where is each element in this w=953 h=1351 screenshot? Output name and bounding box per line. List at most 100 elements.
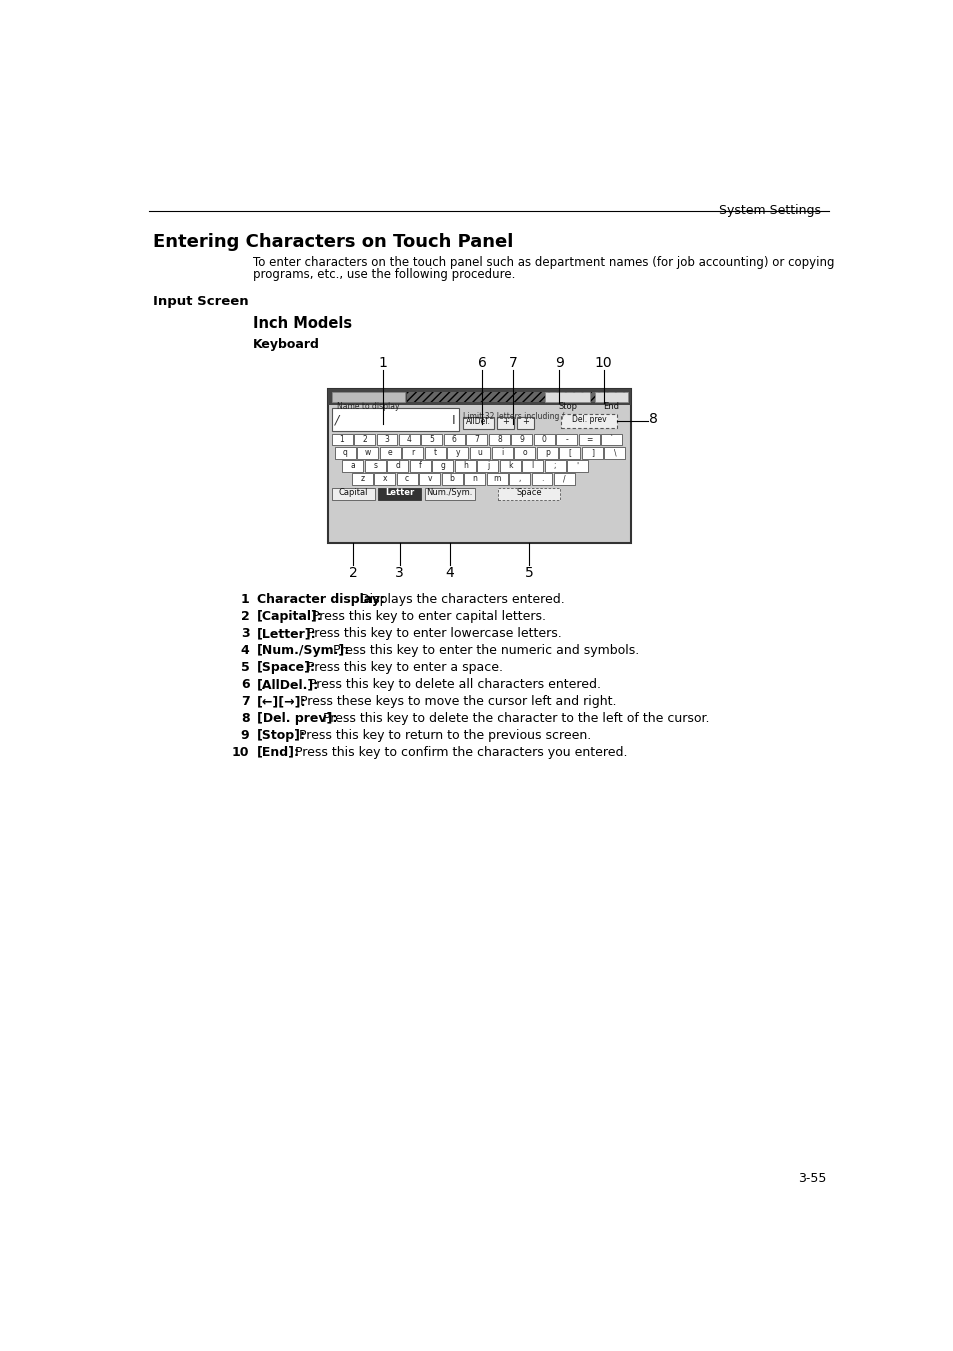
Bar — [463, 417, 494, 430]
Text: Name to display: Name to display — [336, 401, 399, 411]
Bar — [466, 434, 487, 446]
Text: 5: 5 — [429, 435, 434, 444]
Text: \: \ — [613, 449, 616, 457]
Text: [Space]:: [Space]: — [257, 661, 315, 674]
Text: c: c — [405, 474, 409, 484]
Text: Displays the characters entered.: Displays the characters entered. — [356, 593, 564, 607]
Bar — [406, 392, 627, 403]
Bar — [514, 447, 535, 458]
Text: Press this key to enter capital letters.: Press this key to enter capital letters. — [308, 611, 546, 623]
Text: Letter: Letter — [385, 488, 414, 497]
Bar — [534, 434, 555, 446]
Text: o: o — [522, 449, 527, 457]
Text: w: w — [364, 449, 371, 457]
Text: b: b — [449, 474, 454, 484]
Bar — [398, 434, 419, 446]
Text: ;: ; — [554, 462, 556, 470]
Text: `: ` — [609, 435, 613, 444]
Text: ,: , — [517, 474, 520, 484]
Text: Num./Sym.: Num./Sym. — [426, 488, 473, 497]
Text: programs, etc., use the following procedure.: programs, etc., use the following proced… — [253, 269, 516, 281]
Text: Limit:32 letters including /: Limit:32 letters including / — [463, 412, 564, 422]
Text: [←][→]:: [←][→]: — [257, 694, 306, 708]
Bar — [509, 473, 530, 485]
Text: 9: 9 — [518, 435, 524, 444]
Text: 1: 1 — [378, 357, 387, 370]
Bar — [600, 434, 621, 446]
Text: =: = — [585, 435, 592, 444]
Text: 5: 5 — [240, 661, 249, 674]
Text: 1: 1 — [339, 435, 344, 444]
Text: 8: 8 — [497, 435, 501, 444]
Text: 2: 2 — [349, 566, 357, 581]
Bar — [418, 473, 439, 485]
Text: 10: 10 — [232, 746, 249, 759]
Bar — [595, 392, 627, 403]
Text: 2: 2 — [362, 435, 367, 444]
Bar — [545, 392, 590, 403]
Text: 7: 7 — [240, 694, 249, 708]
Text: AllDel.: AllDel. — [466, 417, 491, 426]
Bar — [488, 434, 509, 446]
Text: j: j — [486, 462, 488, 470]
Text: 4: 4 — [240, 644, 249, 657]
Text: [Num./Sym.]:: [Num./Sym.]: — [257, 644, 350, 657]
Text: Press this key to delete the character to the left of the cursor.: Press this key to delete the character t… — [319, 712, 709, 725]
Bar — [497, 417, 514, 430]
Bar — [332, 392, 405, 403]
Text: x: x — [382, 474, 387, 484]
Bar — [581, 447, 602, 458]
Text: Capital: Capital — [338, 488, 368, 497]
Bar — [424, 447, 445, 458]
Text: -: - — [565, 435, 568, 444]
Text: Press this key to return to the previous screen.: Press this key to return to the previous… — [294, 728, 591, 742]
Text: i: i — [501, 449, 503, 457]
Text: 8: 8 — [648, 412, 657, 426]
Text: [: [ — [568, 449, 571, 457]
Text: Press this key to enter lowercase letters.: Press this key to enter lowercase letter… — [303, 627, 561, 640]
Text: k: k — [507, 462, 512, 470]
Bar — [332, 488, 375, 500]
Text: Press this key to enter a space.: Press this key to enter a space. — [303, 661, 502, 674]
Text: z: z — [360, 474, 364, 484]
Bar — [354, 434, 375, 446]
Text: s: s — [373, 462, 377, 470]
Text: 6: 6 — [452, 435, 456, 444]
Text: Press this key to enter the numeric and symbols.: Press this key to enter the numeric and … — [329, 644, 639, 657]
Text: I: I — [452, 413, 456, 427]
Text: Entering Characters on Touch Panel: Entering Characters on Touch Panel — [153, 232, 513, 251]
Bar — [554, 473, 575, 485]
Bar — [376, 434, 397, 446]
Text: Press this key to confirm the characters you entered.: Press this key to confirm the characters… — [291, 746, 626, 759]
Bar — [332, 408, 459, 431]
Bar — [424, 488, 475, 500]
Text: q: q — [342, 449, 347, 457]
Text: 1: 1 — [240, 593, 249, 607]
Text: [Letter]:: [Letter]: — [257, 627, 316, 640]
Bar — [365, 461, 385, 471]
Bar — [352, 473, 373, 485]
Bar — [443, 434, 464, 446]
Text: To enter characters on the touch panel such as department names (for job account: To enter characters on the touch panel s… — [253, 257, 834, 269]
Text: 10: 10 — [594, 357, 612, 370]
Bar — [447, 447, 468, 458]
Bar — [328, 389, 630, 405]
Bar — [387, 461, 408, 471]
Text: t: t — [433, 449, 436, 457]
Text: Del. prev: Del. prev — [571, 415, 605, 424]
Bar — [328, 389, 630, 543]
Bar — [455, 461, 476, 471]
Text: 3: 3 — [384, 435, 389, 444]
Bar — [492, 447, 513, 458]
Text: [Del. prev]:: [Del. prev]: — [257, 712, 337, 725]
Bar — [332, 434, 353, 446]
Text: 7: 7 — [508, 357, 517, 370]
Bar — [432, 461, 453, 471]
Bar — [356, 447, 377, 458]
Bar — [342, 461, 363, 471]
Bar — [410, 461, 431, 471]
Text: /: / — [335, 413, 338, 427]
Bar — [441, 473, 462, 485]
Text: 8: 8 — [240, 712, 249, 725]
Text: 6: 6 — [477, 357, 486, 370]
